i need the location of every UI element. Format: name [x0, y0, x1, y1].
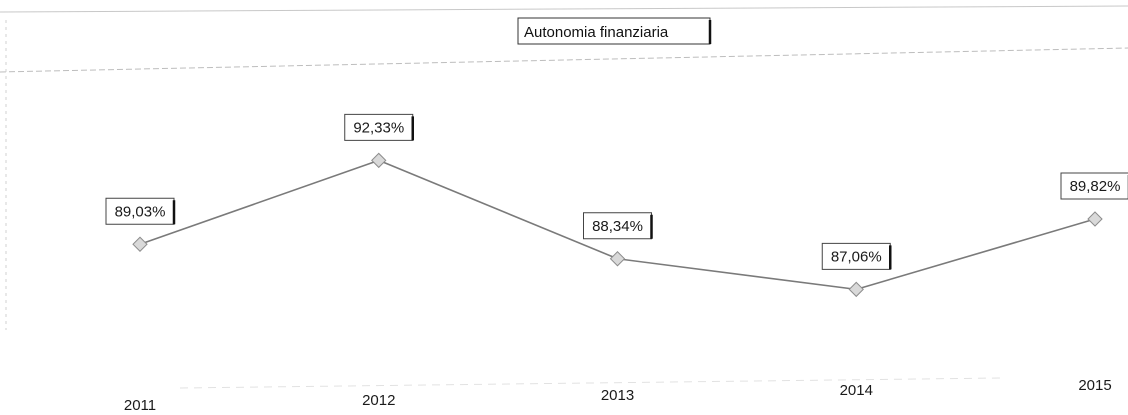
data-label: 89,82% [1060, 172, 1128, 200]
data-label-text: 87,06% [831, 248, 882, 265]
frame-bottom-line [179, 377, 1001, 389]
data-point-marker [848, 281, 864, 298]
series-line-segment [139, 159, 380, 246]
data-label-text: 89,82% [1070, 178, 1121, 195]
plot-area-top-line [0, 47, 1128, 73]
data-point-marker [609, 251, 626, 267]
data-label-text: 92,33% [353, 119, 404, 136]
data-label: 87,06% [821, 242, 892, 270]
x-tick-label: 2014 [840, 382, 873, 399]
data-point-marker [1087, 211, 1103, 227]
data-label-box [1060, 172, 1128, 200]
data-label: 88,34% [583, 212, 653, 240]
data-point-marker [371, 152, 387, 169]
data-label-layer: 89,03% 92,33% 88,34% 87,06% 89,82% [105, 113, 1128, 270]
data-label-box [344, 113, 414, 141]
data-label-text: 89,03% [115, 203, 166, 220]
frame-top-line [0, 5, 1128, 13]
series-line-segment [378, 159, 618, 260]
x-tick-label: 2012 [362, 392, 395, 409]
series-line-segment [617, 257, 857, 291]
data-point-marker [132, 236, 148, 252]
title-box [517, 17, 711, 45]
series-layer [132, 152, 1103, 298]
x-axis-tick-labels: 2011 2012 2013 2014 2015 [124, 377, 1112, 414]
series-line-segment [856, 218, 1096, 291]
data-label-box [821, 242, 891, 270]
x-tick-label: 2013 [601, 387, 634, 404]
data-label-text: 88,34% [592, 218, 643, 235]
chart-title-text: Autonomia finanziaria [524, 24, 669, 41]
x-tick-label: 2011 [124, 397, 156, 414]
data-label-box [105, 197, 175, 225]
data-label: 89,03% [105, 197, 176, 225]
x-tick-label: 2015 [1078, 377, 1111, 394]
data-label: 92,33% [344, 113, 414, 141]
chart-title: Autonomia finanziaria [517, 17, 712, 45]
data-label-box [583, 212, 652, 240]
